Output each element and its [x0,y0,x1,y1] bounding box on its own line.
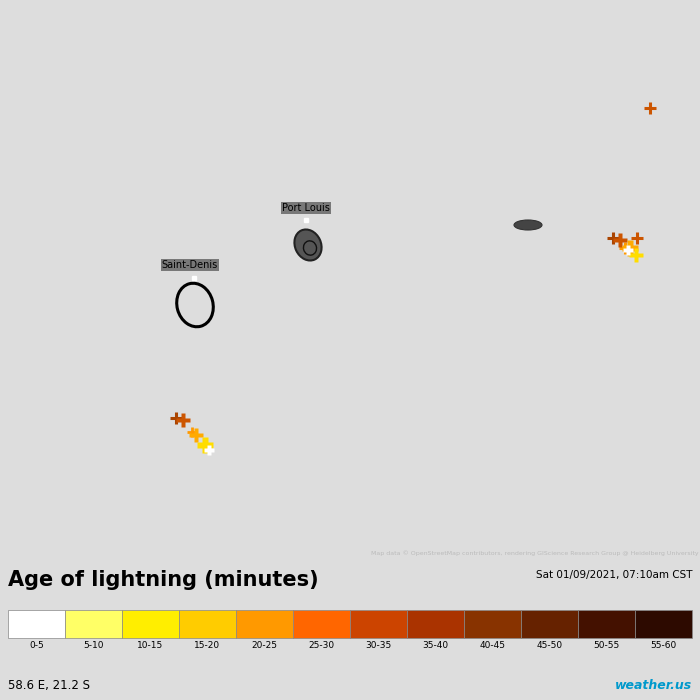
Text: 40-45: 40-45 [480,641,505,650]
Bar [65,610,122,638]
Text: 10-15: 10-15 [137,641,164,650]
Bar [293,610,350,638]
Text: 50-55: 50-55 [594,641,620,650]
Bar [122,610,179,638]
Text: Age of lightning (minutes): Age of lightning (minutes) [8,570,318,590]
Bar [179,610,236,638]
Bar [521,610,578,638]
Text: weather.us: weather.us [615,679,692,692]
Ellipse shape [514,220,542,230]
Text: 5-10: 5-10 [83,641,104,650]
Bar [464,610,521,638]
Text: 30-35: 30-35 [365,641,391,650]
Bar [635,610,692,638]
Text: 45-50: 45-50 [536,641,563,650]
Text: Map data © OpenStreetMap contributors, rendering GIScience Research Group @ Heid: Map data © OpenStreetMap contributors, r… [372,550,699,556]
Bar [236,610,293,638]
Ellipse shape [295,230,321,260]
Text: 0-5: 0-5 [29,641,44,650]
Text: 25-30: 25-30 [309,641,335,650]
Bar [350,610,407,638]
Bar [8,610,65,638]
Text: 35-40: 35-40 [422,641,449,650]
Text: 20-25: 20-25 [251,641,277,650]
Text: 58.6 E, 21.2 S: 58.6 E, 21.2 S [8,679,90,692]
Bar [407,610,464,638]
Text: 15-20: 15-20 [195,641,220,650]
Bar [578,610,635,638]
Text: Saint-Denis: Saint-Denis [162,260,218,270]
Text: 55-60: 55-60 [650,641,677,650]
Text: Port Louis: Port Louis [282,203,330,213]
Text: Sat 01/09/2021, 07:10am CST: Sat 01/09/2021, 07:10am CST [536,570,692,580]
